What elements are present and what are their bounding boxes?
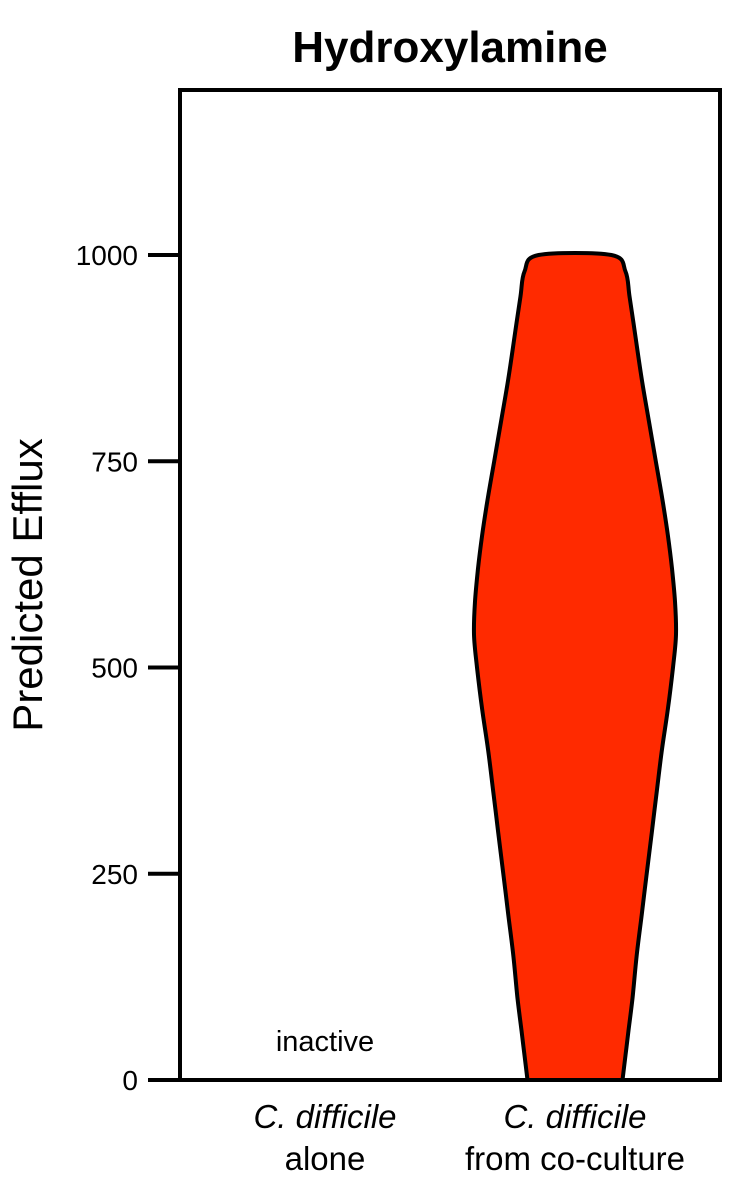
y-tick-label: 1000 [76, 240, 138, 271]
y-tick-label: 750 [91, 446, 138, 477]
y-tick-label: 500 [91, 653, 138, 684]
y-axis: 0 250 500 750 1000 [76, 240, 180, 1096]
violins: inactive [276, 251, 679, 1082]
x-axis-categories: C. difficile alone C. difficile from co-cul… [253, 1098, 685, 1177]
inactive-label: inactive [276, 1026, 374, 1058]
x-category-label-line1: C. difficile [253, 1098, 396, 1135]
chart-title: Hydroxylamine [292, 23, 607, 72]
x-category-label-line2: alone [285, 1140, 366, 1177]
y-tick-label: 250 [91, 859, 138, 890]
y-tick-label: 0 [122, 1065, 138, 1096]
y-axis-label: Predicted Efflux [4, 438, 51, 731]
x-category-label-line1: C. difficile [503, 1098, 646, 1135]
violin-shape [471, 251, 679, 1082]
plot-frame [178, 88, 722, 1082]
x-category-label-line2: from co-culture [465, 1140, 685, 1177]
